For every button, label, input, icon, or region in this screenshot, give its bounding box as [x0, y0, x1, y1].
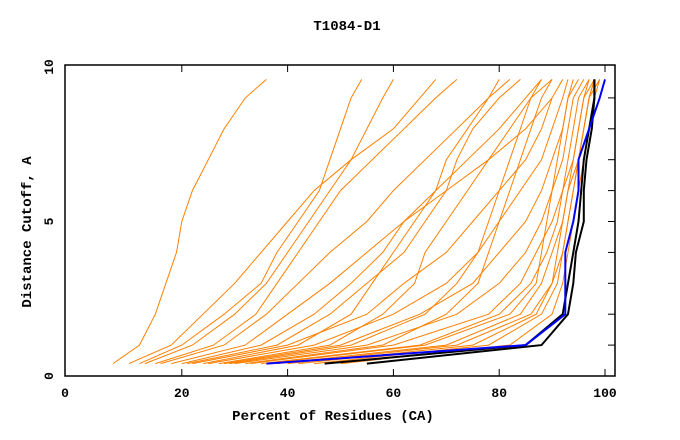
- x-tick-label: 100: [593, 386, 617, 401]
- model-line-14: [171, 97, 553, 365]
- model-line-11: [261, 79, 595, 365]
- x-tick-label: 60: [386, 386, 402, 401]
- model-line-4: [160, 79, 511, 365]
- model-line-8: [224, 79, 579, 365]
- plot-lines: [112, 79, 606, 365]
- x-tick-label: 40: [280, 386, 296, 401]
- model-line-22: [229, 79, 542, 365]
- y-axis-label: Distance Cutoff, A: [20, 156, 36, 308]
- model-line-5: [181, 79, 542, 365]
- x-tick-label: 80: [491, 386, 507, 401]
- model-line-25: [340, 79, 601, 365]
- model-line-20: [314, 79, 595, 365]
- y-tick-label: 0: [42, 372, 57, 380]
- model-line-15: [155, 79, 458, 365]
- model-line-10: [250, 79, 590, 365]
- model-line-17: [218, 79, 553, 365]
- model-line-13: [287, 79, 601, 365]
- model-line-6: [192, 79, 564, 365]
- black-line-2: [324, 79, 596, 365]
- chart-title: T1084-D1: [313, 19, 380, 35]
- model-line-9: [234, 79, 585, 365]
- y-tick-label: 5: [42, 217, 57, 225]
- model-line-19: [139, 79, 363, 365]
- model-line-2: [128, 79, 437, 365]
- model-line-21: [298, 79, 590, 365]
- y-tick-label: 10: [42, 59, 57, 75]
- x-tick-label: 20: [174, 386, 190, 401]
- x-tick-label: 0: [61, 386, 69, 401]
- blue-line: [266, 79, 606, 365]
- model-line-23: [186, 79, 521, 365]
- x-axis-label: Percent of Residues (CA): [232, 409, 434, 425]
- axis-ticks: 0 20 40 60 80 100 0 5 10: [42, 59, 617, 401]
- model-line-18: [245, 79, 553, 365]
- model-line-24: [266, 79, 574, 365]
- model-line-1: [112, 79, 267, 365]
- model-line-3: [144, 79, 394, 365]
- model-line-16: [202, 79, 500, 365]
- plot-frame: [64, 64, 616, 377]
